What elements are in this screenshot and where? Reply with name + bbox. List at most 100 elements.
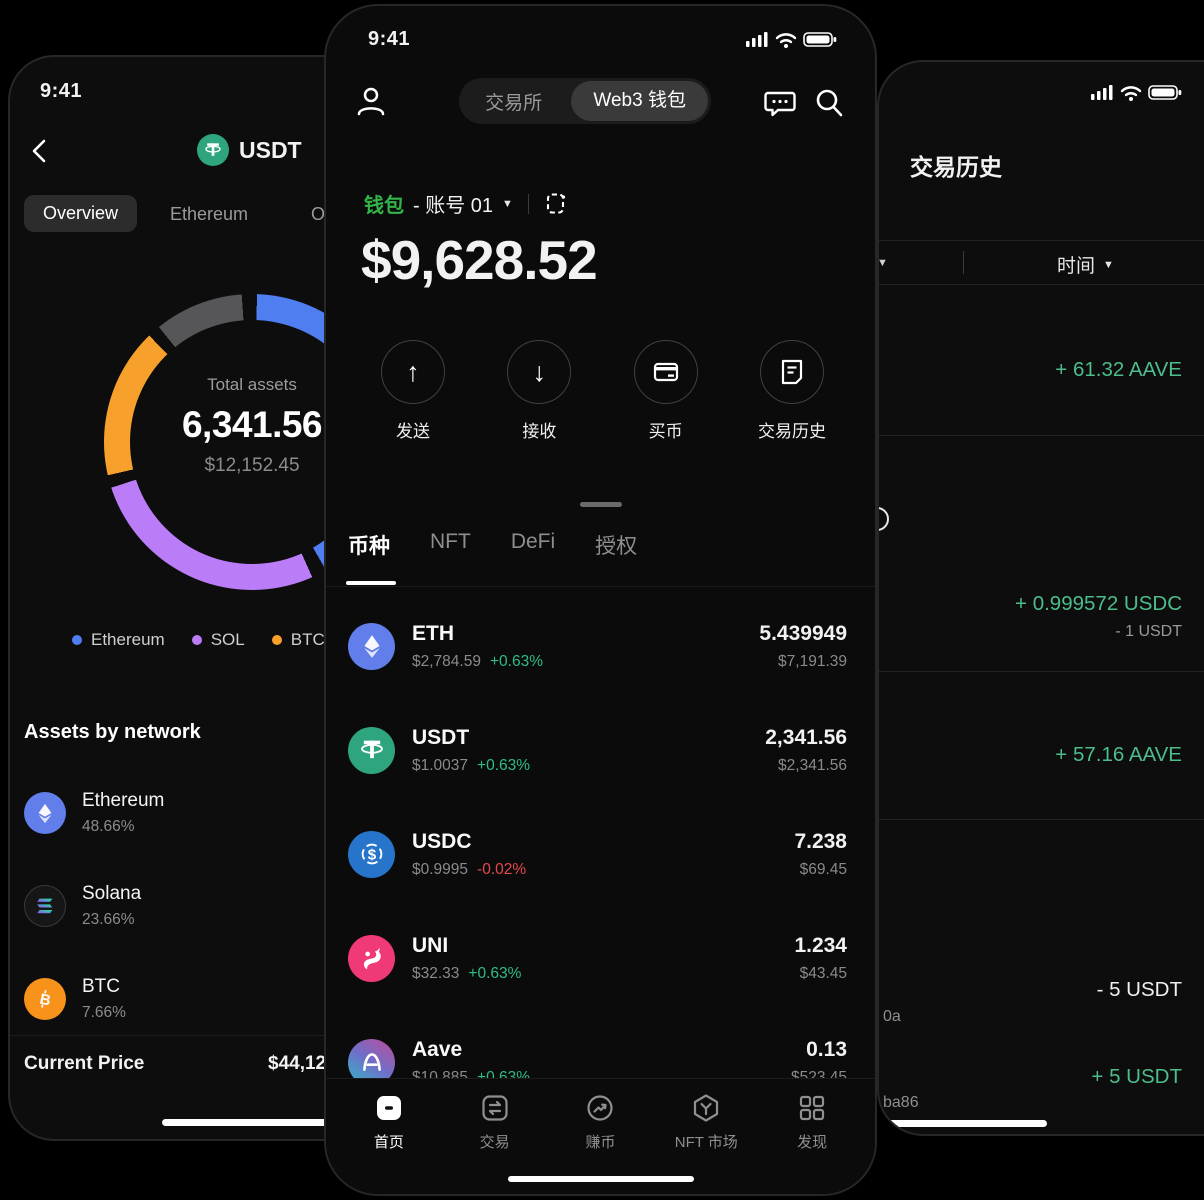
token-price: $2,784.59 <box>412 652 481 670</box>
chat-button[interactable] <box>763 86 797 120</box>
wifi-icon <box>775 33 797 44</box>
search-icon <box>813 87 845 119</box>
address-tail: ba86 <box>883 1094 919 1111</box>
nav-label: NFT 市场 <box>674 1134 738 1151</box>
token-row-eth[interactable]: ETH $2,784.59 +0.63% 5.439949 $7,191.39 <box>326 594 875 698</box>
token-fiat: $2,341.56 <box>778 756 847 774</box>
nav-label: 交易 <box>479 1134 510 1151</box>
nav-label: 发现 <box>797 1134 828 1151</box>
receive-label: 接收 <box>522 422 557 441</box>
history-button[interactable]: 交易历史 <box>737 340 847 442</box>
legend-label: SOL <box>210 630 245 649</box>
total-assets-value: 6,341.56 <box>181 404 323 445</box>
network-percent: 7.66% <box>82 1004 126 1021</box>
nav-home[interactable]: 首页 <box>341 1093 437 1194</box>
profile-button[interactable] <box>353 83 389 119</box>
caret-down-icon: ▼ <box>502 197 513 210</box>
wifi-icon <box>1120 86 1142 97</box>
network-row-ethereum[interactable]: Ethereum 48.66% <box>24 790 164 836</box>
token-fiat: $7,191.39 <box>778 652 847 670</box>
home-icon <box>374 1093 404 1123</box>
receive-button[interactable]: ↓ 接收 <box>484 340 594 442</box>
status-icons <box>1091 83 1186 101</box>
caret-down-icon: ▼ <box>1103 258 1114 271</box>
send-label: 发送 <box>396 422 430 441</box>
solana-icon <box>24 885 66 927</box>
network-row-btc[interactable]: B BTC 7.66% <box>24 976 126 1022</box>
divider <box>879 240 1204 241</box>
tab-approvals[interactable]: 授权 <box>595 535 638 558</box>
segment-exchange[interactable]: 交易所 <box>485 92 543 114</box>
tab-overview[interactable]: Overview <box>24 195 138 232</box>
transaction-row[interactable]: + 57.16 AAVE <box>1055 743 1182 766</box>
time-filter-dropdown[interactable]: 时间 ▼ <box>1057 251 1114 278</box>
arrow-up-icon: ↑ <box>406 356 420 387</box>
switch-account-icon[interactable] <box>544 191 569 216</box>
transaction-row[interactable]: + 0.999572 USDC <box>1015 592 1182 615</box>
buy-crypto-button[interactable]: 买币 <box>611 340 721 442</box>
token-symbol: Aave <box>412 1037 463 1061</box>
send-button[interactable]: ↑ 发送 <box>358 340 468 442</box>
tab-nft[interactable]: NFT <box>430 530 471 553</box>
nav-trade[interactable]: 交易 <box>447 1093 543 1194</box>
right-phone: 交易历史 ▼ 时间 ▼ + 61.32 AAVE + 0.999572 USDC… <box>877 60 1204 1136</box>
token-symbol: USDT <box>412 725 470 749</box>
nav-earn[interactable]: 赚币 <box>552 1093 648 1194</box>
token-price: $32.33 <box>412 964 460 982</box>
nft-hexagon-icon <box>691 1093 721 1123</box>
nav-label: 赚币 <box>585 1134 616 1151</box>
tab-partial[interactable]: O <box>311 204 326 224</box>
segment-web3-wallet[interactable]: Web3 钱包 <box>571 81 708 121</box>
token-amount: 1.234 <box>794 933 847 957</box>
token-amount: 2,341.56 <box>765 725 847 749</box>
svg-text:$: $ <box>367 846 376 863</box>
hidden-token-icon-fragment <box>879 507 889 531</box>
account-selector[interactable]: 钱包 - 账号 01 ▼ <box>364 189 569 218</box>
filter-separator <box>963 251 964 274</box>
token-row-uni[interactable]: UNI $32.33 +0.63% 1.234 $43.45 <box>326 906 875 1010</box>
transaction-row[interactable]: - 5 USDT <box>1096 978 1182 1001</box>
divider <box>879 819 1204 820</box>
bottom-nav: 首页 交易 赚币 <box>326 1078 875 1194</box>
sheet-drag-handle[interactable] <box>579 502 622 507</box>
token-symbol: ETH <box>412 621 454 645</box>
tab-defi[interactable]: DeFi <box>510 530 556 553</box>
token-row-usdc[interactable]: $ USDC $0.9995 -0.02% 7.238 $69.45 <box>326 802 875 906</box>
separator <box>527 193 529 214</box>
history-label: 交易历史 <box>757 422 826 441</box>
token-header: USDT <box>197 134 302 166</box>
btc-icon: B <box>24 978 66 1020</box>
network-row-solana[interactable]: Solana 23.66% <box>24 883 141 929</box>
divider <box>879 435 1204 436</box>
divider <box>879 284 1204 285</box>
usdt-icon <box>197 134 229 166</box>
asset-tabs: 币种 NFT DeFi 授权 <box>348 530 637 560</box>
home-indicator <box>162 1119 390 1126</box>
back-chevron-icon <box>28 137 52 165</box>
tab-coins[interactable]: 币种 <box>348 535 390 558</box>
transaction-sub-amount: - 1 USDT <box>1115 623 1182 640</box>
network-name: Ethereum <box>82 790 165 811</box>
signal-icon <box>1091 85 1113 100</box>
home-indicator <box>507 1176 694 1182</box>
arrow-down-icon: ↓ <box>532 356 547 387</box>
document-icon <box>779 358 805 386</box>
nav-discover[interactable]: 发现 <box>764 1093 860 1194</box>
nav-nft-market[interactable]: NFT 市场 <box>658 1093 754 1194</box>
transaction-row[interactable]: + 61.32 AAVE <box>1055 358 1182 381</box>
current-price-value: $44,12 <box>268 1053 327 1074</box>
eth-icon <box>348 622 395 670</box>
network-name: BTC <box>82 976 120 997</box>
token-row-usdt[interactable]: USDT $1.0037 +0.63% 2,341.56 $2,341.56 <box>326 698 875 802</box>
status-time: 9:41 <box>40 80 83 102</box>
tab-ethereum[interactable]: Ethereum <box>170 204 249 224</box>
back-button[interactable] <box>28 137 52 165</box>
earn-icon <box>585 1093 615 1123</box>
action-buttons: ↑ 发送 ↓ 接收 买币 <box>326 340 875 442</box>
token-amount: 5.439949 <box>759 621 847 645</box>
search-button[interactable] <box>813 87 845 119</box>
section-title: Assets by network <box>24 721 201 743</box>
discover-grid-icon <box>797 1093 827 1123</box>
transaction-row[interactable]: + 5 USDT <box>1091 1065 1182 1088</box>
